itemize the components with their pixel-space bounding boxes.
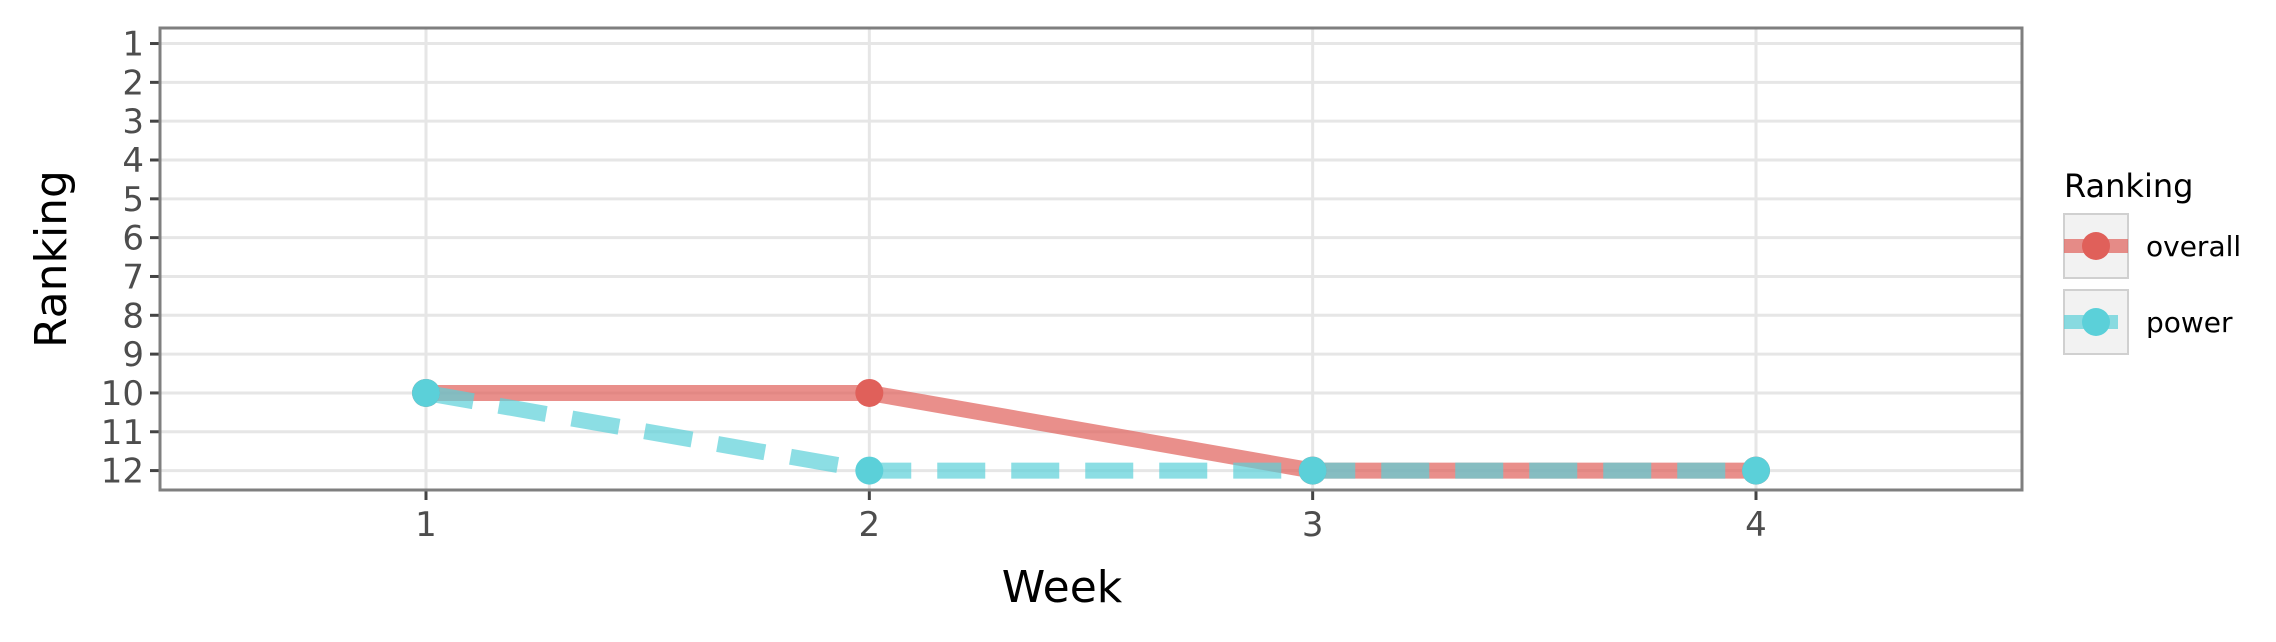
y-axis-title: Ranking [26,170,77,348]
data-point-power [1298,456,1327,485]
legend-key-marker [2082,308,2110,336]
legend: Ranking overall power [2063,167,2241,355]
data-point-power [412,378,440,407]
y-tick-label: 3 [122,102,144,142]
legend-title: Ranking [2064,167,2193,205]
y-tick-label: 4 [122,141,144,181]
legend-label: overall [2146,230,2241,263]
legend-label: power [2146,306,2233,339]
y-tick-label: 10 [101,374,144,414]
series-point-group [412,378,1770,485]
x-tick-label: 3 [1302,505,1324,545]
y-tick-label: 1 [122,25,144,65]
grid-lines [160,28,2022,490]
y-tick-label: 5 [122,180,144,220]
x-axis-title: Week [1002,562,1123,613]
data-point-overall [855,378,884,407]
x-tick-label: 4 [1745,505,1767,545]
data-point-power [855,456,884,485]
series-line-group [424,384,1756,479]
series-line-power [424,385,1756,479]
y-tick-label: 2 [122,63,144,103]
y-tick-label: 6 [122,219,144,259]
series-lines [412,378,1770,485]
legend-item-power: power [2063,289,2233,355]
x-tick-label: 2 [859,505,881,545]
y-tick-label: 11 [101,413,144,453]
y-tick-label: 7 [122,257,144,297]
y-tick-label: 8 [122,296,144,336]
legend-key-marker [2082,232,2110,260]
data-point-power [1742,456,1770,485]
x-tick-label: 1 [415,505,437,545]
y-tick-label: 12 [101,452,144,492]
legend-item-overall: overall [2063,213,2241,279]
plot-border [158,26,2024,492]
y-tick-label: 9 [122,335,144,375]
